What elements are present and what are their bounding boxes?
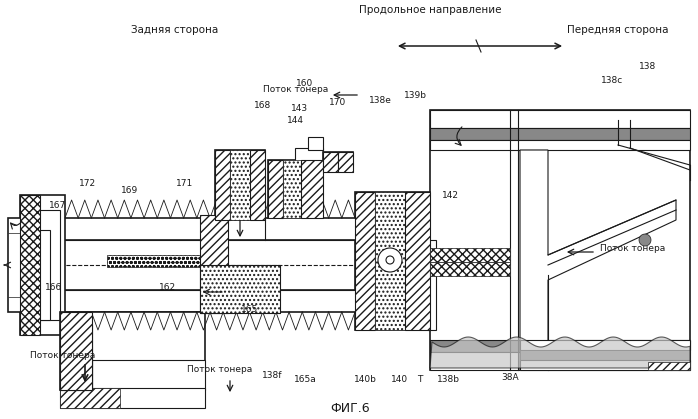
Bar	[200, 215, 228, 313]
Text: 170: 170	[329, 98, 347, 106]
Bar	[60, 312, 205, 390]
Bar	[60, 325, 92, 390]
Bar	[323, 152, 338, 172]
Bar	[215, 150, 230, 220]
Bar	[355, 192, 375, 330]
Circle shape	[639, 234, 651, 246]
Bar	[250, 150, 265, 220]
Bar	[200, 265, 280, 313]
Bar	[35, 210, 60, 320]
Bar	[430, 110, 690, 370]
Text: 140: 140	[392, 375, 408, 385]
Text: 166: 166	[45, 284, 63, 292]
Text: 162: 162	[159, 284, 177, 292]
Text: 165: 165	[242, 305, 259, 315]
Bar	[355, 192, 430, 330]
Bar	[60, 218, 360, 240]
Text: Продольное направление: Продольное направление	[359, 5, 501, 15]
Bar	[405, 192, 430, 330]
Bar	[60, 312, 92, 390]
Text: Поток тонера: Поток тонера	[187, 365, 253, 375]
Circle shape	[386, 256, 394, 264]
Text: 169: 169	[121, 186, 139, 194]
Bar	[200, 265, 280, 313]
Circle shape	[378, 248, 402, 272]
Text: Поток тонера: Поток тонера	[263, 85, 329, 93]
Text: 138: 138	[639, 62, 657, 70]
Text: 38A: 38A	[501, 373, 519, 383]
Bar	[92, 360, 205, 390]
Text: 167: 167	[50, 201, 66, 210]
Text: 138c: 138c	[601, 75, 623, 85]
Bar	[308, 137, 323, 150]
Text: 142: 142	[442, 191, 459, 199]
Text: T: T	[417, 375, 423, 385]
Bar	[8, 218, 23, 312]
Bar	[430, 110, 690, 128]
Text: 144: 144	[286, 116, 304, 124]
Text: 171: 171	[177, 178, 193, 187]
Text: 139b: 139b	[403, 91, 426, 99]
Bar	[60, 290, 360, 312]
Text: 165a: 165a	[294, 375, 316, 385]
Bar	[375, 192, 405, 330]
Bar	[268, 160, 323, 218]
Bar	[60, 388, 205, 408]
Bar	[230, 150, 250, 220]
Polygon shape	[520, 150, 676, 370]
Bar	[28, 230, 50, 320]
Bar	[520, 360, 690, 370]
Text: 168: 168	[254, 101, 272, 109]
Bar	[20, 195, 40, 335]
Bar	[428, 240, 436, 330]
Text: ФИГ.6: ФИГ.6	[330, 401, 370, 414]
Bar	[295, 148, 323, 162]
Text: Передняя сторона: Передняя сторона	[567, 25, 669, 35]
Bar	[430, 262, 510, 276]
Text: 160: 160	[297, 78, 313, 88]
Bar	[268, 160, 283, 218]
Text: 138b: 138b	[436, 375, 459, 385]
Bar	[338, 152, 353, 172]
Bar	[430, 140, 690, 150]
Text: 138f: 138f	[262, 370, 282, 380]
Text: 140b: 140b	[354, 375, 376, 385]
Bar	[430, 128, 690, 140]
Text: 143: 143	[292, 103, 309, 112]
Text: 172: 172	[80, 178, 96, 187]
Text: Поток тонера: Поток тонера	[30, 351, 95, 360]
Bar	[215, 150, 265, 220]
Text: 138e: 138e	[369, 96, 392, 104]
Bar	[430, 352, 690, 370]
Bar	[430, 248, 510, 262]
Bar	[60, 388, 120, 408]
Bar	[107, 255, 207, 267]
Text: Поток тонера: Поток тонера	[600, 243, 665, 253]
Bar	[20, 195, 65, 335]
Bar	[520, 340, 690, 350]
Bar	[520, 350, 690, 360]
Bar	[301, 160, 323, 218]
Text: Задняя сторона: Задняя сторона	[131, 25, 218, 35]
Bar	[283, 160, 301, 218]
Bar	[8, 233, 23, 297]
Bar	[323, 152, 353, 172]
Bar	[648, 362, 690, 370]
Polygon shape	[430, 337, 690, 368]
Bar	[430, 340, 690, 352]
